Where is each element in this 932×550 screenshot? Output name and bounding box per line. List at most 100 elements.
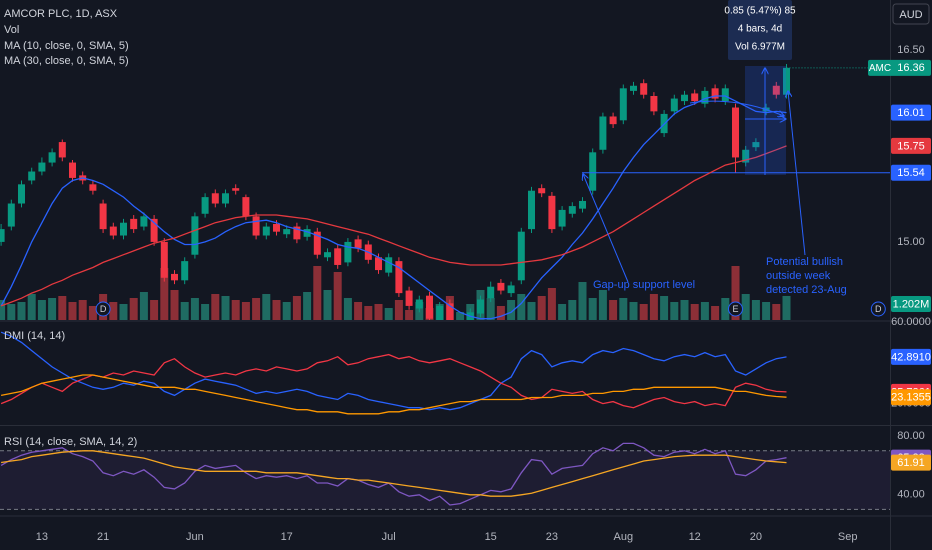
price-tag-label: 16.01	[897, 107, 925, 119]
y-tick-label: 60.0000	[891, 316, 931, 328]
annotations: 0.85 (5.47%) 85 4 bars, 4d Vol 6.977M Ga…	[583, 0, 847, 296]
volume-bar	[211, 294, 220, 320]
series-line	[1, 450, 787, 497]
annotation: detected 23-Aug	[766, 284, 847, 296]
volume-bar	[609, 300, 618, 320]
volume-bar	[150, 300, 159, 320]
candle-body	[99, 203, 107, 230]
x-tick-label: 21	[97, 531, 109, 543]
candle-body	[171, 273, 178, 281]
volume-bar	[486, 298, 495, 320]
volume-bar	[762, 302, 771, 320]
measure-text: Vol 6.977M	[735, 42, 785, 53]
candle-body	[232, 188, 240, 191]
volume-bar	[333, 272, 342, 320]
volume-bar	[772, 304, 781, 320]
volume-bar	[547, 288, 556, 320]
candle-body	[375, 257, 382, 271]
candle-body	[487, 286, 495, 299]
volume-bar	[619, 298, 628, 320]
volume-bar	[456, 312, 465, 320]
price-tag-label: 42.8910	[891, 351, 931, 363]
x-tick-label: 20	[750, 531, 762, 543]
candle-body	[160, 241, 168, 278]
candle-body	[89, 184, 97, 191]
price-tag	[891, 389, 931, 406]
event-icon	[728, 301, 743, 317]
candle-body	[579, 200, 586, 209]
volume-bar	[7, 304, 16, 320]
volume-bar	[78, 300, 87, 320]
candle-body	[181, 261, 189, 281]
volume-bar	[37, 300, 46, 320]
candle-body	[691, 93, 699, 102]
candle-body	[120, 222, 127, 236]
candle-body	[344, 241, 352, 263]
candle-body	[477, 299, 484, 314]
candle-body	[293, 226, 301, 240]
candle-body	[405, 290, 413, 306]
candle-body	[681, 94, 688, 102]
volume-bar	[323, 290, 332, 320]
candle-body	[640, 83, 648, 95]
candle-body	[140, 216, 148, 227]
price-tag	[891, 104, 931, 121]
candle-body	[772, 85, 780, 95]
x-tick-label: 15	[485, 531, 497, 543]
event-icon	[870, 301, 886, 317]
price-tag-label: 15.75	[897, 140, 925, 152]
volume-bar	[17, 302, 26, 320]
x-tick-label: 23	[546, 531, 558, 543]
candle-body	[242, 197, 250, 217]
legend-entry: MA (10, close, 0, SMA, 5)	[4, 40, 129, 52]
candle-body	[589, 152, 597, 191]
volume-bar	[231, 300, 240, 320]
band-fill	[0, 450, 890, 510]
volume-tag-label: 1.202M	[893, 298, 930, 310]
volume-bar	[578, 282, 587, 320]
candle-body	[415, 299, 423, 309]
candle-body	[599, 116, 607, 150]
volume-bar	[598, 290, 607, 320]
annotation: outside week	[766, 270, 831, 282]
volume-bar	[700, 302, 709, 320]
measure-text: 0.85 (5.47%) 85	[724, 6, 796, 17]
candle-body	[783, 67, 790, 95]
last-price-ticker: AMC	[869, 63, 891, 74]
indicator-title: DMI (14, 14)	[4, 330, 65, 342]
price-pane	[0, 64, 890, 320]
last-price: 16.36	[897, 62, 925, 74]
volume-bar	[680, 300, 689, 320]
volume-bar	[190, 298, 199, 320]
currency[interactable]: AUD	[899, 9, 922, 21]
arrow	[689, 100, 784, 116]
event-label: D	[100, 304, 107, 314]
candle-body	[150, 218, 158, 242]
event-icon	[95, 301, 111, 317]
candle-body	[701, 90, 709, 104]
y-tick-label: 40.00	[897, 489, 925, 501]
volume-bar	[731, 266, 740, 320]
event-label: E	[732, 304, 738, 314]
x-tick-label: Sep	[838, 531, 858, 543]
series-line	[0, 145, 787, 307]
candle-body	[466, 312, 474, 320]
price-tag	[891, 137, 931, 154]
x-tick-label: 12	[689, 531, 701, 543]
candle-body	[630, 85, 637, 91]
legend-entry: MA (30, close, 0, SMA, 5)	[4, 55, 129, 67]
x-tick-label: 13	[36, 531, 48, 543]
price-tag-label: 15.54	[897, 167, 925, 179]
candle-body	[69, 162, 76, 178]
candle-body	[262, 226, 270, 236]
candle-body	[109, 226, 117, 236]
price-tag-label: 23.1355	[891, 392, 931, 404]
currency-box[interactable]	[892, 3, 930, 25]
candle-body	[670, 98, 678, 112]
candle-body	[711, 88, 719, 99]
candle-body	[742, 149, 750, 163]
volume-bar	[303, 292, 312, 320]
volume-bar	[741, 294, 750, 320]
